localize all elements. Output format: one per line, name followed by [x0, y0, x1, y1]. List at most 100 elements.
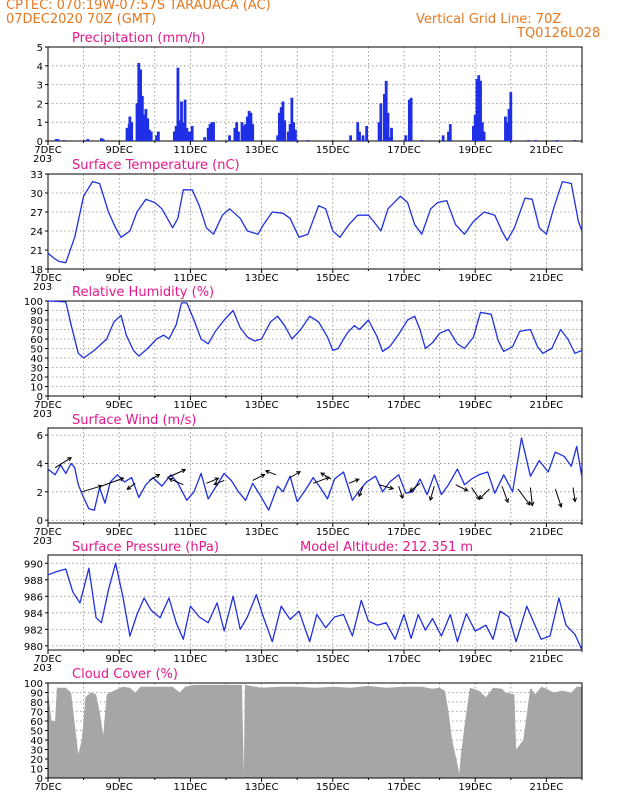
- cloud-cover-ytick-label: 10: [30, 765, 43, 776]
- wind-xtick-label: 21DEC: [530, 527, 564, 538]
- precipitation-bar: [358, 131, 361, 141]
- wind-xtick-label: 17DEC: [387, 527, 421, 538]
- precipitation-ytick-label: 0: [37, 137, 43, 148]
- cloud-cover-ytick-label: 100: [24, 679, 43, 690]
- wind-xtick-label: 7DEC: [34, 527, 61, 538]
- precipitation-bar: [472, 125, 475, 141]
- precipitation-bar: [183, 99, 187, 141]
- wind-vector: [529, 487, 533, 506]
- cloud-cover-xtick-label: 7DEC: [34, 782, 61, 793]
- wind-vector: [252, 474, 265, 481]
- precipitation-bar: [276, 135, 280, 141]
- humidity-ytick-label: 100: [24, 297, 43, 308]
- precipitation-bar: [146, 118, 150, 141]
- precipitation-bar: [86, 139, 90, 141]
- wind-frame: [47, 427, 583, 524]
- precipitation-bar: [365, 125, 369, 141]
- cloud-cover-ytick-label: 60: [30, 717, 43, 728]
- cloud-cover-title: Cloud Cover (%): [72, 667, 178, 682]
- precipitation-bar: [210, 122, 214, 141]
- pressure-ytick-label: 982: [24, 625, 43, 636]
- precipitation-bar: [82, 140, 86, 141]
- pressure-xtick-label: 21DEC: [530, 654, 564, 665]
- temperature-xtick-label: 15DEC: [316, 273, 350, 284]
- cloud-cover-xtick-label: 13DEC: [245, 782, 279, 793]
- wind-vector: [289, 471, 301, 479]
- wind-vector: [572, 487, 576, 502]
- precipitation-ytick-label: 4: [37, 62, 43, 73]
- precipitation-bar: [286, 131, 290, 141]
- wind-vector: [313, 476, 330, 484]
- temperature-line: [47, 180, 583, 264]
- humidity-ytick-label: 40: [30, 354, 43, 365]
- precipitation-bar: [251, 124, 255, 141]
- wind-vector-head: [296, 471, 301, 476]
- cloud-cover-ytick-label: 90: [30, 689, 43, 700]
- humidity-xtick-label: 21DEC: [530, 400, 564, 411]
- precipitation-cut-label: 203: [33, 154, 52, 165]
- temperature-ytick-label: 21: [30, 246, 43, 257]
- wind-vector: [101, 477, 124, 487]
- precipitation-bar: [181, 122, 185, 141]
- cloud-cover-xtick-label: 15DEC: [316, 782, 350, 793]
- wind-vector-head: [504, 498, 509, 504]
- humidity-ytick-label: 0: [37, 392, 43, 403]
- precipitation-bar: [144, 109, 148, 141]
- precipitation-ytick-label: 2: [37, 99, 43, 110]
- wind-vector: [358, 485, 364, 497]
- precipitation-bar: [349, 135, 352, 141]
- precipitation-bar: [245, 116, 249, 141]
- cloud-cover-ytick-label: 30: [30, 746, 43, 757]
- wind-vector: [320, 472, 332, 480]
- precipitation-bar: [473, 114, 477, 141]
- precipitation-bar: [361, 135, 365, 141]
- wind-vector-head: [67, 457, 73, 462]
- wind-vector-head: [354, 478, 360, 483]
- precipitation-xtick-label: 7DEC: [34, 145, 61, 156]
- cloud-cover-area: [48, 684, 582, 778]
- precipitation-ytick-label: 3: [37, 81, 43, 92]
- cloud-cover-xtick-label: 11DEC: [174, 782, 208, 793]
- wind-xtick-label: 15DEC: [316, 527, 350, 538]
- precipitation-bar: [189, 131, 192, 141]
- humidity-xtick-label: 13DEC: [245, 400, 279, 411]
- wind-xtick-label: 13DEC: [245, 527, 279, 538]
- cloud-cover-ytick-label: 0: [37, 774, 43, 785]
- precipitation-bar: [407, 99, 411, 141]
- temperature-ytick-label: 18: [30, 265, 43, 276]
- precipitation-bar: [534, 140, 538, 141]
- precipitation-bar: [190, 125, 194, 141]
- model-code: TQ0126L028: [517, 26, 601, 41]
- cloud-cover-xtick-label: 21DEC: [530, 782, 564, 793]
- precipitation-bar: [233, 127, 237, 141]
- wind-vector-head: [126, 485, 132, 490]
- wind-vector-head: [409, 487, 415, 492]
- precipitation-panel: 0 1 2 3 4 5 7DEC 9DEC 11DEC 13DEC 15DEC 17DEC 19DEC 2…: [33, 31, 583, 165]
- wind-vector-head: [428, 496, 434, 502]
- precipitation-bar: [477, 75, 481, 141]
- pressure-xtick-label: 13DEC: [245, 654, 279, 665]
- humidity-line: [47, 300, 583, 359]
- wind-vector: [126, 482, 136, 490]
- pressure-xtick-label: 15DEC: [316, 654, 350, 665]
- precipitation-bar: [292, 122, 296, 141]
- precipitation-xtick-label: 9DEC: [106, 145, 133, 156]
- precipitation-bar: [379, 103, 383, 141]
- wind-vector: [455, 484, 468, 492]
- precipitation-bar: [479, 80, 482, 141]
- humidity-xtick-label: 19DEC: [458, 400, 492, 411]
- cloud-cover-xtick-label: 19DEC: [458, 782, 492, 793]
- temperature-ytick-label: 24: [30, 227, 43, 238]
- precipitation-bar: [174, 125, 178, 141]
- pressure-xtick-label: 9DEC: [106, 654, 133, 665]
- precipitation-bar: [505, 122, 509, 141]
- precipitation-bar: [527, 140, 530, 141]
- humidity-ytick-label: 60: [30, 335, 43, 346]
- wind-vector: [81, 485, 102, 493]
- wind-vector: [265, 470, 277, 476]
- wind-vector: [429, 485, 435, 501]
- precipitation-bar: [509, 92, 513, 141]
- pressure-xtick-label: 17DEC: [387, 654, 421, 665]
